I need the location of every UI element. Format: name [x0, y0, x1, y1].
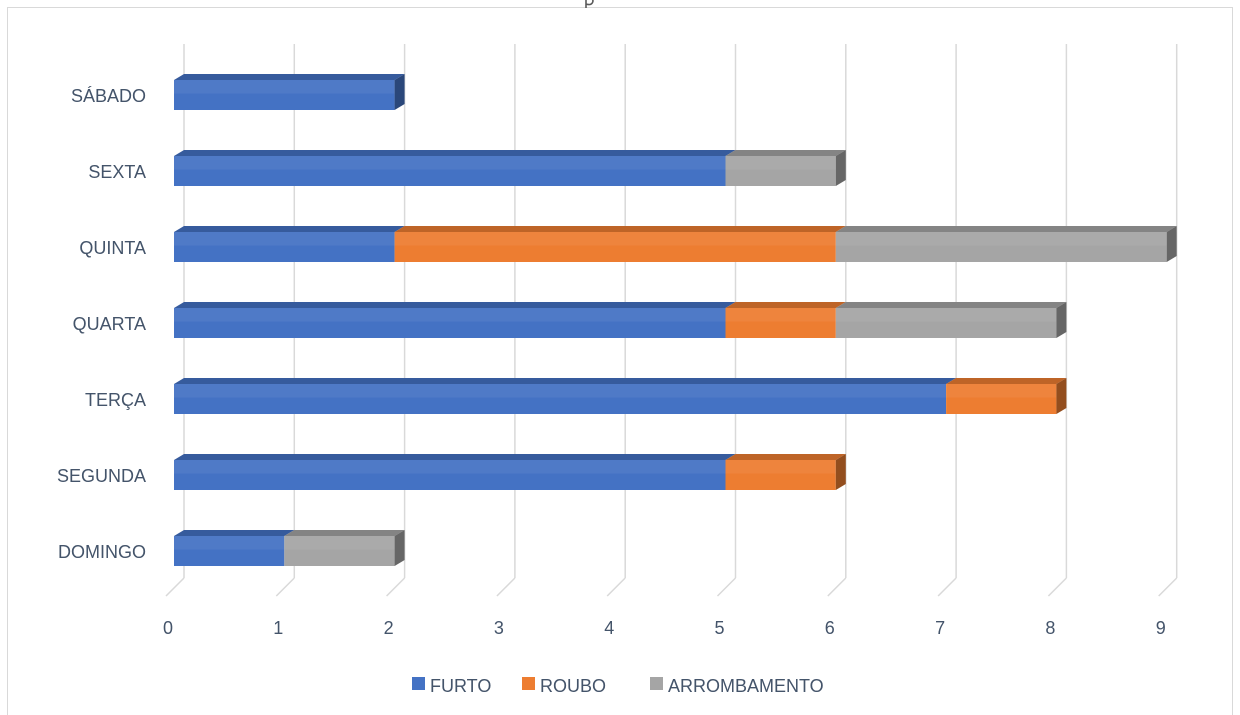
x-tick-label: 0: [163, 618, 173, 638]
bar-top-arrombamento: [725, 150, 846, 156]
bar-highlight: [174, 536, 285, 550]
title-fragment-mark: [585, 0, 594, 8]
bar-top-arrombamento: [835, 226, 1177, 232]
floor-gridline: [937, 577, 957, 597]
bar-highlight: [835, 308, 1057, 322]
bar-arrombamento: [284, 536, 395, 566]
bar-roubo: [394, 232, 836, 262]
x-tick-label: 3: [494, 618, 504, 638]
bar-side-furto: [394, 74, 405, 110]
bar-arrombamento: [835, 232, 1167, 262]
bar-top-furto: [174, 74, 405, 80]
floor-gridline: [1047, 577, 1067, 597]
category-axis: DOMINGO SEGUNDA TERÇA QUARTA QUINTA SEXTA SÁBA…: [57, 86, 146, 562]
bar-top-furto: [174, 150, 736, 156]
legend: FURTO ROUBO ARROMBAMENTO: [412, 676, 824, 696]
floor-gridline: [386, 577, 406, 597]
legend-swatch-arrombamento: [650, 677, 663, 690]
x-axis: 0 1 2 3 4 5 6 7 8 9: [163, 618, 1166, 638]
bar-top-roubo: [394, 226, 846, 232]
category-label: SÁBADO: [71, 86, 146, 106]
bar-top-roubo: [725, 302, 846, 308]
bar-side-roubo: [1056, 378, 1067, 414]
x-tick-label: 4: [604, 618, 614, 638]
legend-swatch-roubo: [522, 677, 535, 690]
floor-gridline: [165, 577, 185, 597]
bar-top-roubo: [725, 454, 846, 460]
bar-highlight: [174, 384, 947, 398]
x-tick-label: 8: [1045, 618, 1055, 638]
x-tick-label: 5: [714, 618, 724, 638]
bar-highlight: [394, 232, 836, 246]
bar-top-roubo: [946, 378, 1067, 384]
bar-top-furto: [174, 302, 736, 308]
bar-top-furto: [174, 378, 957, 384]
bar-highlight: [174, 232, 395, 246]
category-label: QUINTA: [79, 238, 146, 258]
bar-highlight: [174, 308, 726, 322]
x-tick-label: 2: [384, 618, 394, 638]
bar-highlight: [725, 156, 836, 170]
x-tick-label: 1: [273, 618, 283, 638]
bar-highlight: [284, 536, 395, 550]
bar-side-arrombamento: [394, 530, 405, 566]
legend-label-furto: FURTO: [430, 676, 491, 696]
category-label: SEGUNDA: [57, 466, 146, 486]
bar-arrombamento: [725, 156, 836, 186]
x-tick-label: 9: [1156, 618, 1166, 638]
bar-furto: [174, 156, 726, 186]
bar-highlight: [174, 460, 726, 474]
legend-label-roubo: ROUBO: [540, 676, 606, 696]
bar-furto: [174, 232, 395, 262]
bar-furto: [174, 80, 395, 110]
bar-furto: [174, 384, 947, 414]
bar-arrombamento: [835, 308, 1057, 338]
bar-side-arrombamento: [835, 150, 846, 186]
bars: [174, 74, 1177, 566]
x-tick-label: 7: [935, 618, 945, 638]
floor-gridline: [275, 577, 295, 597]
bar-top-furto: [174, 454, 736, 460]
bar-highlight: [946, 384, 1057, 398]
bar-highlight: [174, 80, 395, 94]
bar-top-arrombamento: [835, 302, 1067, 308]
floor-gridline: [496, 577, 516, 597]
bar-highlight: [835, 232, 1167, 246]
bar-top-arrombamento: [284, 530, 405, 536]
chart-title-fragment: [580, 0, 600, 10]
category-label: TERÇA: [85, 390, 146, 410]
legend-swatch-furto: [412, 677, 425, 690]
bar-furto: [174, 460, 726, 490]
floor-gridline: [606, 577, 626, 597]
category-label: QUARTA: [73, 314, 146, 334]
floor-gridline: [716, 577, 737, 597]
bar-roubo: [725, 460, 836, 490]
legend-label-arrombamento: ARROMBAMENTO: [668, 676, 824, 696]
bar-side-roubo: [835, 454, 846, 490]
bar-roubo: [725, 308, 836, 338]
bar-highlight: [725, 460, 836, 474]
bar-side-arrombamento: [1056, 302, 1067, 338]
bar-furto: [174, 308, 726, 338]
bar-top-furto: [174, 226, 405, 232]
bar-side-arrombamento: [1166, 226, 1177, 262]
chart-frame: [7, 7, 1233, 715]
bar-top-furto: [174, 530, 295, 536]
category-label: DOMINGO: [58, 542, 146, 562]
floor-gridline: [827, 577, 847, 597]
floor-gridline: [1158, 577, 1178, 597]
category-label: SEXTA: [88, 162, 146, 182]
bar-highlight: [174, 156, 726, 170]
bar-highlight: [725, 308, 836, 322]
x-tick-label: 6: [825, 618, 835, 638]
bar-roubo: [946, 384, 1057, 414]
bar-furto: [174, 536, 285, 566]
